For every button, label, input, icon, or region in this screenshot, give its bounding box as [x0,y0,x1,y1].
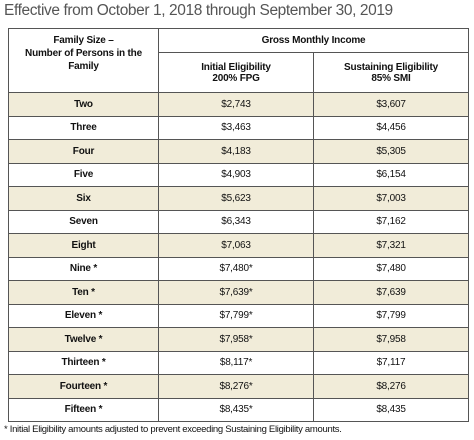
table-row: Eleven * $7,799* $7,799 [8,303,470,328]
family-size-cell: Six [8,186,159,211]
table-row: Four $4,183 $5,305 [8,139,470,164]
income-cell: $7,639* [158,280,314,305]
income-cell: $3,463 [158,115,314,140]
income-cell: $3,607 [312,92,470,117]
family-size-cell: Three [8,115,159,140]
table-row: Fifteen * $8,435* $8,435 [8,397,470,422]
income-cell: $5,305 [312,139,470,164]
header-line: Number of Persons in the Family [25,48,142,72]
income-table: Family Size – Number of Persons in the F… [8,28,470,422]
header-line: 85% SMI [371,72,411,84]
income-cell: $7,063 [158,233,314,258]
column-header: Sustaining Eligibility 85% SMI [312,52,470,93]
table-row: Fourteen * $8,276* $8,276 [8,374,470,399]
family-size-cell: Eleven * [8,303,159,328]
family-size-cell: Seven [8,209,159,234]
table-row: Two $2,743 $3,607 [8,92,470,117]
table-row: Nine * $7,480* $7,480 [8,256,470,281]
header-line: Family Size – [53,35,114,46]
income-cell: $7,162 [312,209,470,234]
family-size-cell: Thirteen * [8,350,159,375]
footnote: * Initial Eligibility amounts adjusted t… [4,424,342,435]
header-line: Sustaining Eligibility [344,61,438,73]
family-size-cell: Four [8,139,159,164]
income-cell: $2,743 [158,92,314,117]
table-row: Eight $7,063 $7,321 [8,233,470,258]
table-row: Ten * $7,639* $7,639 [8,280,470,305]
income-cell: $8,435 [312,397,470,422]
income-cell: $4,903 [158,162,314,187]
family-size-cell: Ten * [8,280,159,305]
income-cell: $4,183 [158,139,314,164]
income-cell: $8,435* [158,397,314,422]
family-size-header: Family Size – Number of Persons in the F… [8,28,159,93]
column-header: Initial Eligibility 200% FPG [158,52,314,93]
family-size-cell: Fourteen * [8,374,159,399]
header-line: Initial Eligibility [201,61,271,73]
income-cell: $8,276* [158,374,314,399]
table-row: Twelve * $7,958* $7,958 [8,327,470,352]
income-cell: $7,639 [312,280,470,305]
table-row: Six $5,623 $7,003 [8,186,470,211]
table-body: Two $2,743 $3,607 Three $3,463 $4,456 Four $4,1… [8,92,470,422]
income-cell: $6,154 [312,162,470,187]
income-cell: $7,321 [312,233,470,258]
header-line: 200% FPG [212,72,260,84]
family-size-cell: Two [8,92,159,117]
income-cell: $7,799 [312,303,470,328]
family-size-cell: Nine * [8,256,159,281]
table-row: Seven $6,343 $7,162 [8,209,470,234]
family-size-cell: Eight [8,233,159,258]
family-size-cell: Five [8,162,159,187]
family-size-cell: Fifteen * [8,397,159,422]
income-cell: $7,958 [312,327,470,352]
income-cell: $7,799* [158,303,314,328]
income-cell: $6,343 [158,209,314,234]
income-cell: $7,958* [158,327,314,352]
table-row: Five $4,903 $6,154 [8,162,470,187]
table-row: Three $3,463 $4,456 [8,115,470,140]
income-header: Gross Monthly Income [157,28,470,53]
income-cell: $7,003 [312,186,470,211]
income-cell: $8,276 [312,374,470,399]
table-row: Thirteen * $8,117* $7,117 [8,350,470,375]
income-cell: $7,480* [158,256,314,281]
income-cell: $8,117* [158,350,314,375]
title: Effective from October 1, 2018 through S… [4,2,393,19]
income-cell: $7,117 [312,350,470,375]
income-cell: $7,480 [312,256,470,281]
income-cell: $5,623 [158,186,314,211]
family-size-cell: Twelve * [8,327,159,352]
income-cell: $4,456 [312,115,470,140]
